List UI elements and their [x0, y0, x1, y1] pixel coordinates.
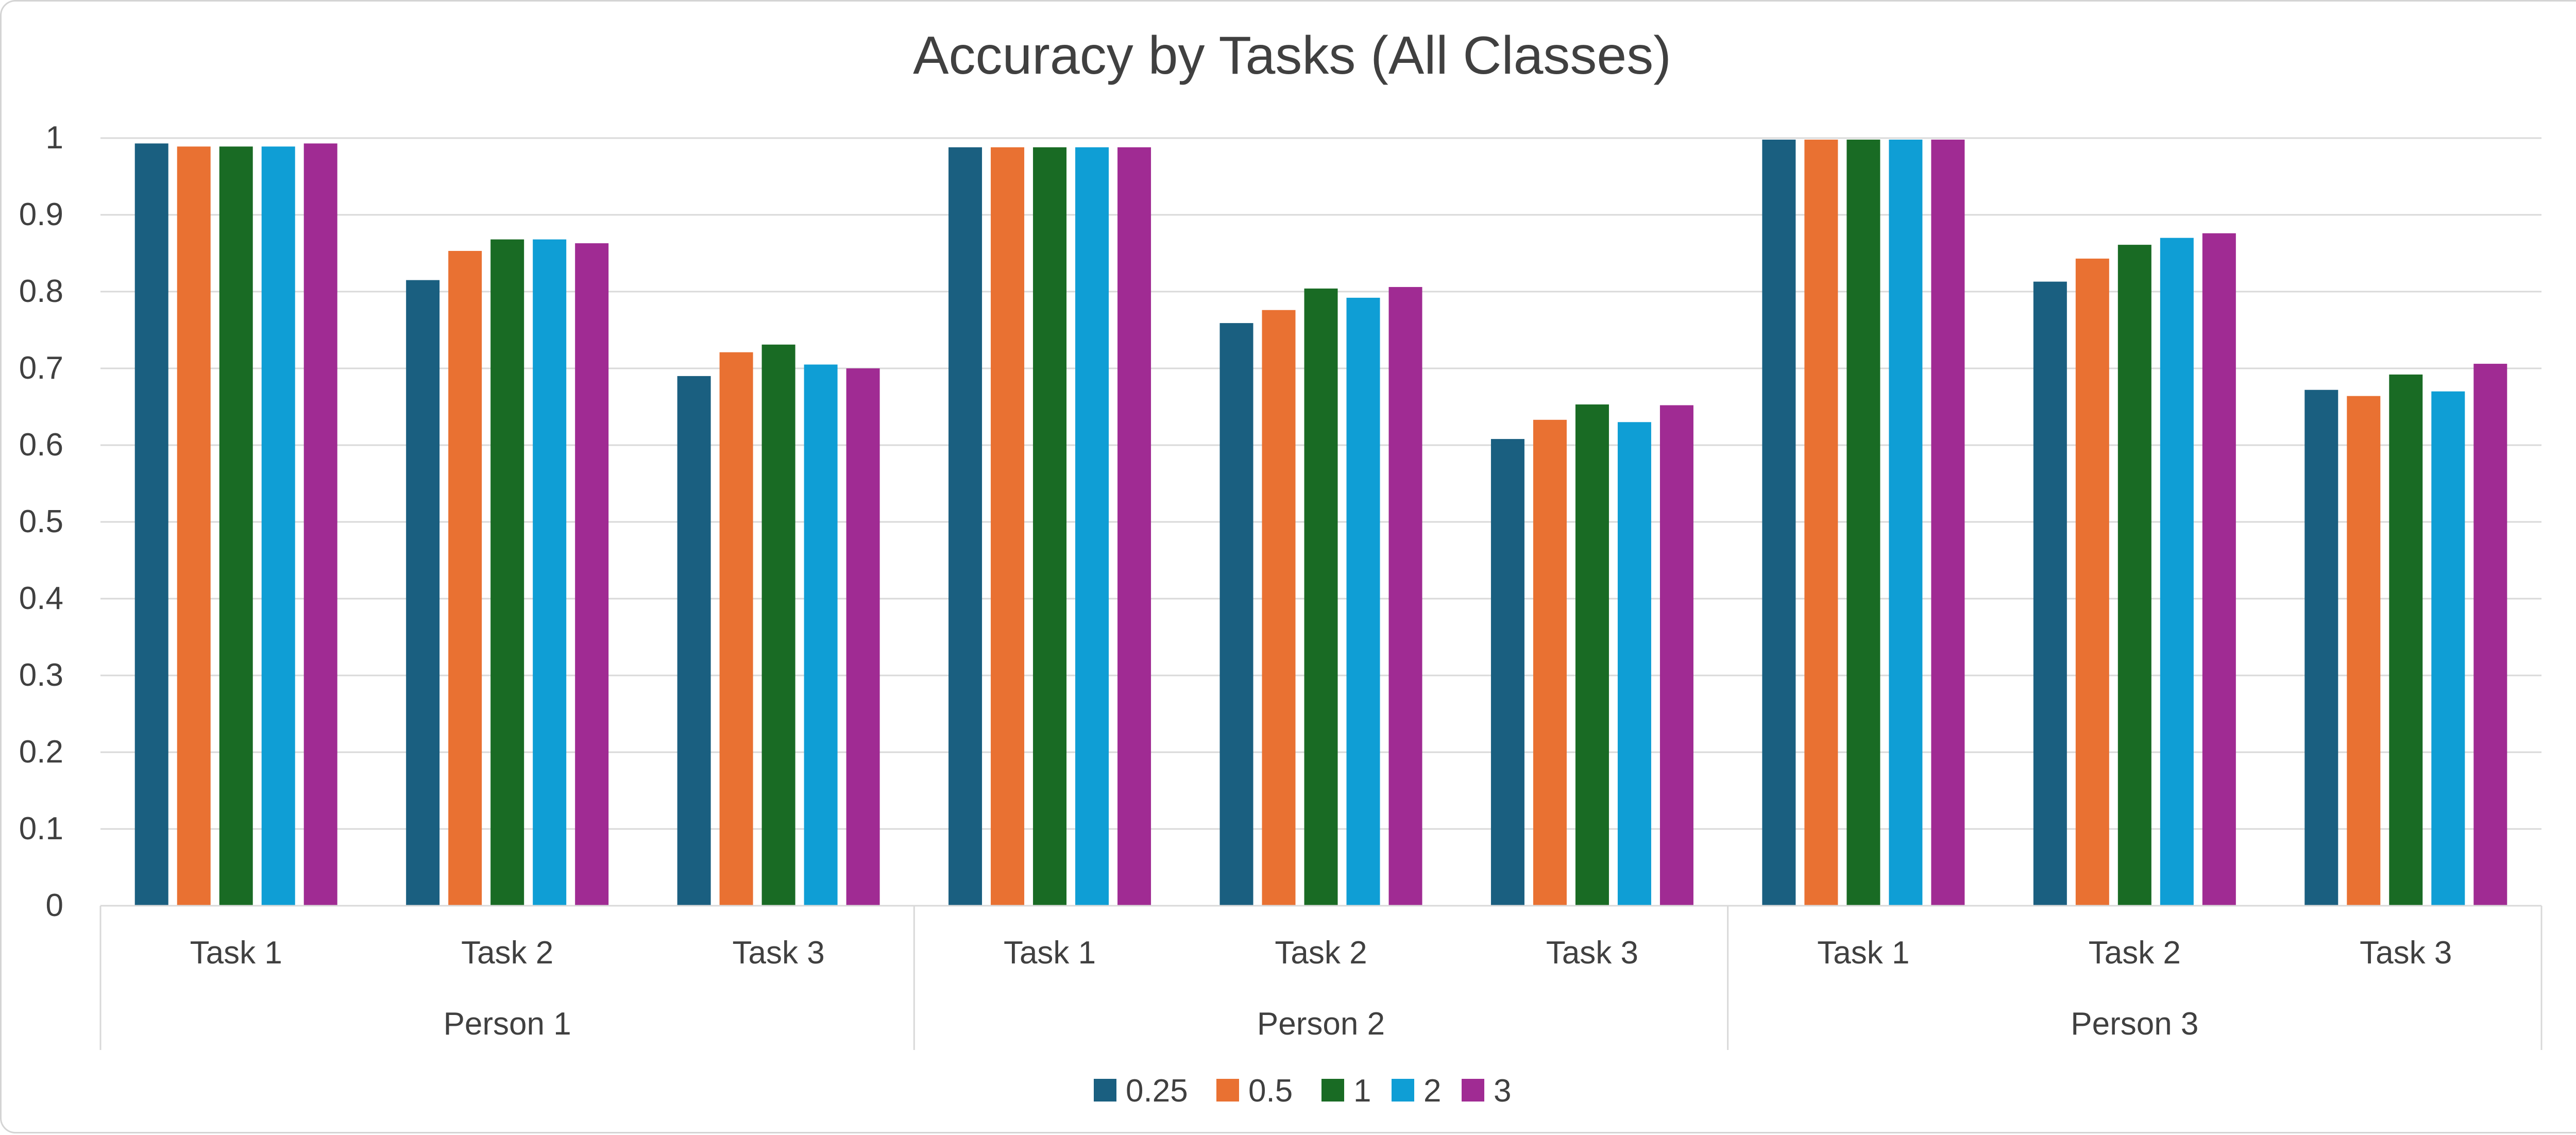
legend-swatch — [1094, 1079, 1116, 1102]
y-tick-label: 0.7 — [19, 350, 63, 386]
legend-swatch — [1392, 1079, 1414, 1102]
y-tick-label: 0.4 — [19, 581, 63, 616]
legend-item: 0.5 — [1216, 1073, 1293, 1109]
bar-series-2-cat-9 — [2431, 391, 2465, 906]
bar-series-2-cat-2 — [533, 239, 567, 906]
bar-series-0.5-cat-8 — [2075, 258, 2109, 906]
bar-series-3-cat-1 — [303, 143, 337, 906]
bar-series-2-cat-8 — [2160, 238, 2194, 906]
bar-series-1-cat-6 — [1575, 404, 1609, 906]
y-tick-label: 0.3 — [19, 657, 63, 693]
bar-series-0.25-cat-6 — [1490, 439, 1524, 906]
y-axis: 0 0.1 0.2 0.3 0.4 0.5 0.6 0.7 0.8 0.9 1 — [19, 120, 63, 923]
bar-series-0.25-cat-5 — [1219, 323, 1253, 906]
bar-series-1-cat-8 — [2117, 245, 2151, 906]
y-tick-label: 0.5 — [19, 504, 63, 539]
x-category-label: Task 2 — [461, 935, 553, 971]
x-category-label: Task 3 — [733, 935, 825, 971]
bar-series-3-cat-9 — [2473, 364, 2507, 906]
bar-series-0.5-cat-4 — [991, 147, 1025, 906]
bar-series-3-cat-2 — [575, 243, 609, 906]
bar-series-2-cat-6 — [1617, 422, 1651, 906]
y-tick-label: 1 — [46, 120, 63, 156]
bar-series-1-cat-4 — [1033, 147, 1067, 906]
legend-label: 0.5 — [1248, 1073, 1293, 1109]
legend-swatch — [1216, 1079, 1239, 1102]
bar-series-2-cat-5 — [1346, 297, 1380, 906]
bar-series-3-cat-5 — [1388, 287, 1422, 906]
legend-label: 0.25 — [1126, 1073, 1188, 1109]
bar-series-2-cat-4 — [1075, 147, 1109, 906]
legend-label: 3 — [1494, 1073, 1511, 1109]
y-tick-label: 0.6 — [19, 427, 63, 463]
bar-series-3-cat-7 — [1931, 139, 1965, 906]
bar-series-0.5-cat-6 — [1533, 419, 1567, 906]
bar-series-0.5-cat-3 — [719, 352, 753, 906]
chart-title: Accuracy by Tasks (All Classes) — [913, 26, 1671, 86]
x-category-label: Task 1 — [1817, 935, 1909, 971]
x-category-label: Task 1 — [190, 935, 282, 971]
legend: 0.25 0.5 1 2 3 — [1094, 1073, 1511, 1109]
bar-series-0.25-cat-2 — [406, 280, 440, 906]
bar-series-1-cat-3 — [761, 344, 795, 906]
bar-series-0.5-cat-9 — [2347, 396, 2381, 906]
bar-series-1-cat-1 — [219, 146, 253, 906]
x-group-label: Person 1 — [444, 1006, 571, 1042]
bar-series-1-cat-9 — [2389, 374, 2423, 906]
bar-series-0.25-cat-4 — [948, 147, 982, 906]
bars — [134, 139, 2507, 906]
x-category-label: Task 1 — [1004, 935, 1096, 971]
bar-series-3-cat-4 — [1117, 147, 1151, 906]
y-tick-label: 0.9 — [19, 197, 63, 232]
x-category-label: Task 3 — [1546, 935, 1638, 971]
x-category-label: Task 2 — [2089, 935, 2181, 971]
bar-series-2-cat-3 — [804, 364, 838, 906]
legend-item: 0.25 — [1094, 1073, 1188, 1109]
bar-series-2-cat-7 — [1889, 139, 1923, 906]
bar-series-0.25-cat-8 — [2033, 281, 2067, 906]
bar-series-0.5-cat-1 — [177, 146, 211, 906]
legend-item: 3 — [1462, 1073, 1511, 1109]
bar-series-0.5-cat-5 — [1262, 310, 1296, 906]
bar-series-2-cat-1 — [261, 146, 295, 906]
bar-series-0.5-cat-2 — [448, 251, 482, 906]
bar-series-3-cat-8 — [2202, 233, 2236, 906]
legend-item: 1 — [1321, 1073, 1371, 1109]
bar-series-1-cat-2 — [490, 239, 524, 906]
bar-series-0.25-cat-9 — [2304, 389, 2338, 906]
bar-series-3-cat-3 — [846, 368, 880, 906]
y-tick-label: 0 — [46, 888, 63, 923]
bar-series-1-cat-7 — [1846, 139, 1880, 906]
y-tick-label: 0.2 — [19, 734, 63, 770]
x-category-label: Task 3 — [2360, 935, 2452, 971]
x-axis: Task 1 Task 2 Task 3 Task 1 Task 2 Task 3 Task… — [99, 905, 2543, 1050]
bar-series-1-cat-5 — [1304, 289, 1338, 906]
bar-series-0.25-cat-1 — [134, 143, 168, 906]
x-category-label: Task 2 — [1275, 935, 1367, 971]
y-tick-label: 0.1 — [19, 811, 63, 846]
bar-series-3-cat-6 — [1659, 405, 1693, 906]
bar-series-0.25-cat-7 — [1762, 139, 1796, 906]
bar-series-0.25-cat-3 — [677, 376, 711, 906]
legend-swatch — [1462, 1079, 1484, 1102]
y-tick-label: 0.8 — [19, 274, 63, 309]
x-group-label: Person 2 — [1257, 1006, 1385, 1042]
legend-item: 2 — [1392, 1073, 1441, 1109]
legend-swatch — [1321, 1079, 1344, 1102]
legend-label: 1 — [1353, 1073, 1371, 1109]
x-group-label: Person 3 — [2071, 1006, 2198, 1042]
bar-series-0.5-cat-7 — [1804, 139, 1838, 906]
legend-label: 2 — [1423, 1073, 1441, 1109]
